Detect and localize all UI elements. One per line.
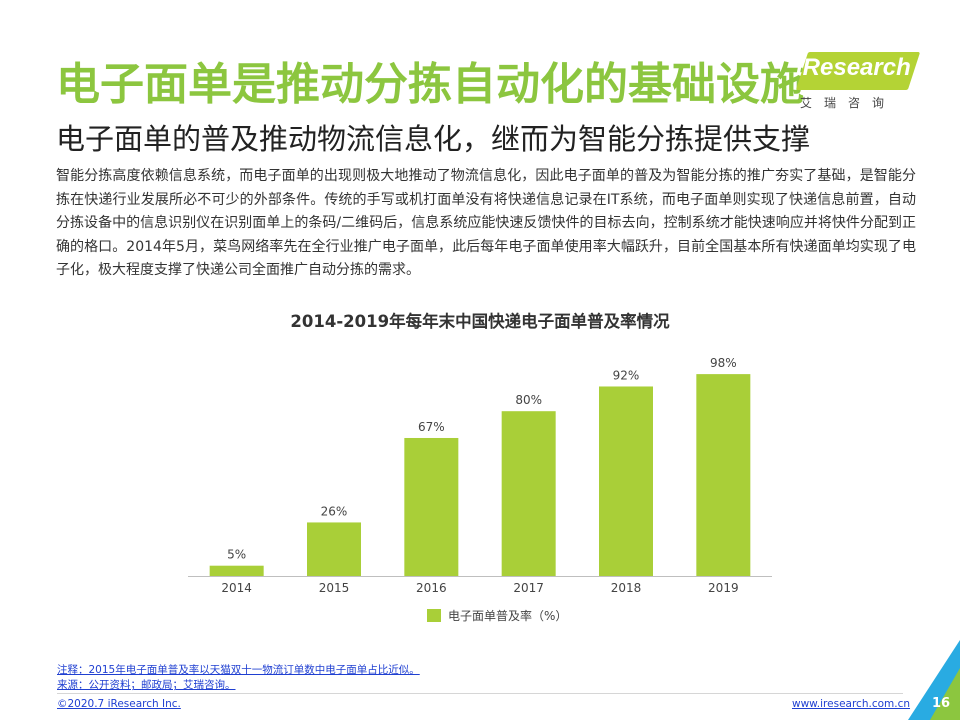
corner-green-triangle — [930, 668, 960, 720]
logo-brand: iResearch — [796, 54, 911, 81]
corner-decoration — [908, 640, 960, 720]
iresearch-logo: iResearch 艾瑞咨询 — [782, 50, 922, 112]
bar-2015 — [307, 522, 361, 576]
footer-divider — [57, 693, 903, 694]
data-label-2017: 80% — [515, 393, 542, 407]
data-label-2015: 26% — [321, 504, 348, 518]
page-subtitle: 电子面单的普及推动物流信息化，继而为智能分拣提供支撑 — [56, 122, 811, 156]
bar-chart: 5% 2014 26% 2015 67% 2016 80% 2017 92% 2018 98% 201… — [188, 356, 772, 623]
bar-2019 — [696, 374, 751, 576]
chart-title: 2014-2019年每年末中国快递电子面单普及率情况 — [290, 312, 670, 331]
bar-2017 — [501, 411, 556, 576]
legend-label: 电子面单普及率（%） — [448, 608, 567, 623]
legend-swatch — [427, 609, 441, 622]
bar-2018 — [599, 386, 653, 576]
footnotes: 注释：2015年电子面单普及率以天猫双十一物流订单数中电子面单占比近似。 来源：… — [57, 663, 420, 693]
website-link[interactable]: www.iresearch.com.cn — [792, 698, 911, 710]
note-text[interactable]: 注释：2015年电子面单普及率以天猫双十一物流订单数中电子面单占比近似。 — [57, 664, 420, 676]
source-text[interactable]: 来源：公开资料；邮政局；艾瑞咨询。 — [57, 679, 236, 691]
logo-subtitle: 艾瑞咨询 — [800, 96, 897, 110]
x-tick-label-2015: 2015 — [319, 581, 350, 595]
x-tick-label-2014: 2014 — [221, 581, 252, 595]
body-paragraph: 智能分拣高度依赖信息系统，而电子面单的出现则极大地推动了物流信息化，因此电子面单… — [56, 168, 916, 278]
page-number: 16 — [932, 696, 951, 711]
copyright-link[interactable]: ©2020.7 iResearch Inc. — [57, 698, 181, 710]
page-title: 电子面单是推动分拣自动化的基础设施 — [56, 59, 804, 110]
data-label-2018: 92% — [613, 368, 640, 382]
data-label-2014: 5% — [227, 548, 246, 562]
x-tick-label-2019: 2019 — [708, 581, 739, 595]
bar-2014 — [209, 565, 264, 576]
data-label-2019: 98% — [710, 356, 737, 370]
bar-2016 — [404, 437, 459, 576]
x-tick-label-2016: 2016 — [416, 581, 447, 595]
data-label-2016: 67% — [418, 420, 445, 434]
x-tick-label-2017: 2017 — [513, 581, 544, 595]
x-tick-label-2018: 2018 — [611, 581, 642, 595]
